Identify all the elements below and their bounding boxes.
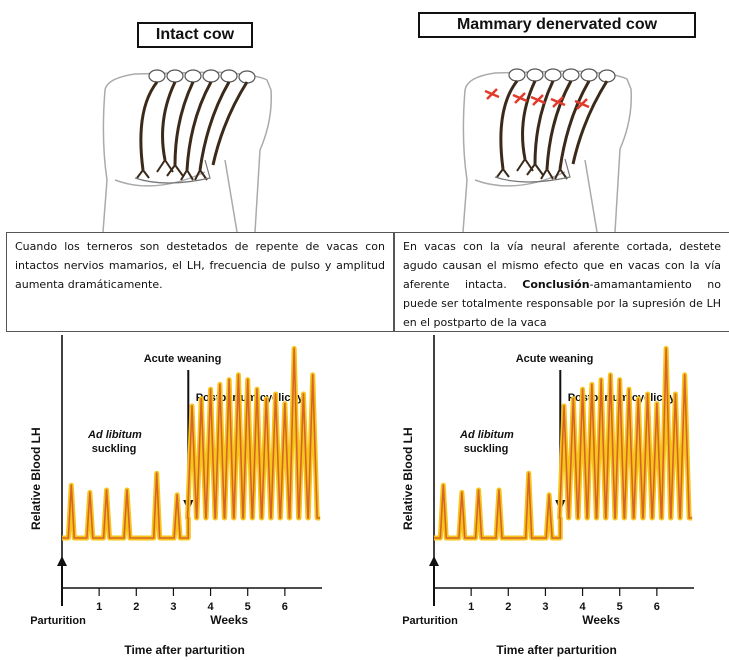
x-tick-label: 2: [133, 601, 139, 613]
denervated-cow-title: Mammary denervated cow: [418, 12, 696, 38]
lh-pulse-peak: [477, 489, 480, 491]
lh-pulse-peak: [209, 388, 212, 390]
x-axis-label: Time after parturition: [124, 643, 244, 657]
lh-pulse-peak: [637, 398, 640, 400]
caption-text-start: En vacas con la vía neural aferente cort…: [403, 240, 721, 291]
lh-pulse-peak: [591, 383, 593, 386]
acute-weaning-label: Acute weaning: [516, 353, 594, 365]
caption-text-end: -amamantamiento no puede ser totalmente …: [403, 278, 721, 329]
x-tick-label: 3: [170, 601, 176, 613]
x-tick-label: 1: [468, 601, 474, 613]
parturition-label: Parturition: [402, 615, 458, 627]
denervated-cow-caption: En vacas con la vía neural aferente cort…: [403, 237, 721, 331]
lh-pulse-peak: [284, 402, 286, 405]
lh-pulse-peak: [572, 398, 575, 400]
suckling-label: suckling: [92, 443, 137, 455]
x-tick-label: 3: [542, 601, 548, 613]
lh-pulse-peak: [609, 374, 612, 376]
parturition-label: Parturition: [30, 615, 86, 627]
lh-pulse-peak: [155, 472, 158, 474]
lh-pulse-peak: [126, 489, 128, 491]
lh-pulse-peak: [600, 378, 602, 381]
lh-pulse-peak: [293, 347, 295, 350]
y-axis-label: Relative Blood LH: [29, 427, 43, 530]
lh-pulse-peak: [618, 378, 621, 381]
x-tick-label: 5: [245, 601, 251, 613]
x-tick-label: 6: [654, 601, 660, 613]
suckling-label: suckling: [464, 443, 509, 455]
lh-pulse-peak: [105, 489, 108, 491]
lh-pulse-peak: [581, 388, 584, 390]
parturition-arrowhead: [429, 556, 439, 566]
lh-pulse-peak: [628, 388, 630, 390]
x-tick-label: 4: [208, 601, 215, 613]
lh-pulse-peak: [200, 398, 203, 400]
intact-cow-title: Intact cow: [137, 22, 253, 48]
lh-pulse-peak: [274, 393, 277, 395]
intact-cow-caption-panel: Cuando los terneros son destetados de re…: [6, 232, 394, 332]
udder-outline: [494, 158, 571, 183]
mammary-nerves: [499, 80, 609, 170]
parturition-arrowhead: [57, 556, 67, 566]
lh-pulse-peak: [548, 494, 550, 496]
intact-cow-illustration: [102, 69, 273, 232]
lh-pulse-peak: [563, 405, 565, 407]
y-axis-label: Relative Blood LH: [401, 427, 415, 530]
x-tick-label: 1: [96, 601, 102, 613]
denervated-cow-lh-chart: Relative Blood LH 1 2 3 4 5 6 Parturition Weeks T…: [401, 335, 694, 657]
caption-conclusion-label: Conclusión: [522, 278, 590, 291]
lh-pulse-peak: [70, 484, 73, 486]
x-tick-label: 2: [505, 601, 511, 613]
vertebrae: [148, 69, 256, 84]
lh-pulse-peak: [665, 347, 667, 350]
lh-pulse-peak: [191, 405, 193, 407]
lh-pulse-peak: [311, 374, 314, 376]
udder-branches: [136, 159, 208, 181]
lh-pulse-peak: [527, 472, 530, 474]
lh-pulse-peak: [498, 489, 500, 491]
lh-pulse-peak: [442, 484, 445, 486]
x-axis-label: Time after parturition: [496, 643, 616, 657]
ad-libitum-label: Ad libitum: [459, 429, 514, 441]
lh-pulse-peak: [646, 393, 649, 395]
lh-pulse-peak: [246, 378, 249, 381]
weeks-label: Weeks: [210, 613, 248, 627]
ad-libitum-label: Ad libitum: [87, 429, 142, 441]
acute-weaning-label: Acute weaning: [144, 353, 222, 365]
lh-pulse-peak: [461, 491, 463, 494]
intact-cow-lh-chart: Relative Blood LH 1 2 3 4 5 6 Parturition Weeks T…: [29, 335, 322, 657]
udder-branches: [496, 158, 568, 180]
lh-pulse-peak: [256, 388, 258, 390]
lh-trace-line: [62, 347, 321, 539]
weeks-label: Weeks: [582, 613, 620, 627]
lh-pulse-peak: [237, 374, 240, 376]
lh-pulse-peak: [656, 402, 658, 405]
lh-pulse-peak: [265, 398, 268, 400]
udder-outline: [134, 159, 211, 184]
lh-pulse-peak: [176, 494, 178, 496]
lh-trace-line: [434, 347, 693, 539]
lh-pulse-peak: [683, 374, 686, 376]
lh-pulse-peak: [89, 491, 91, 494]
mammary-nerves: [139, 81, 249, 171]
lh-pulse-peak: [302, 393, 305, 395]
x-tick-label: 6: [282, 601, 288, 613]
lh-pulse-peak: [219, 383, 221, 386]
lh-pulse-peak: [228, 378, 230, 381]
x-tick-label: 4: [580, 601, 587, 613]
x-tick-label: 5: [617, 601, 623, 613]
intact-cow-caption: Cuando los terneros son destetados de re…: [15, 240, 385, 291]
denervated-cow-illustration: [462, 68, 633, 232]
denervated-cow-caption-panel: En vacas con la vía neural aferente cort…: [394, 232, 729, 332]
nerve-cut-marks: [484, 88, 590, 110]
lh-pulse-peak: [674, 393, 677, 395]
